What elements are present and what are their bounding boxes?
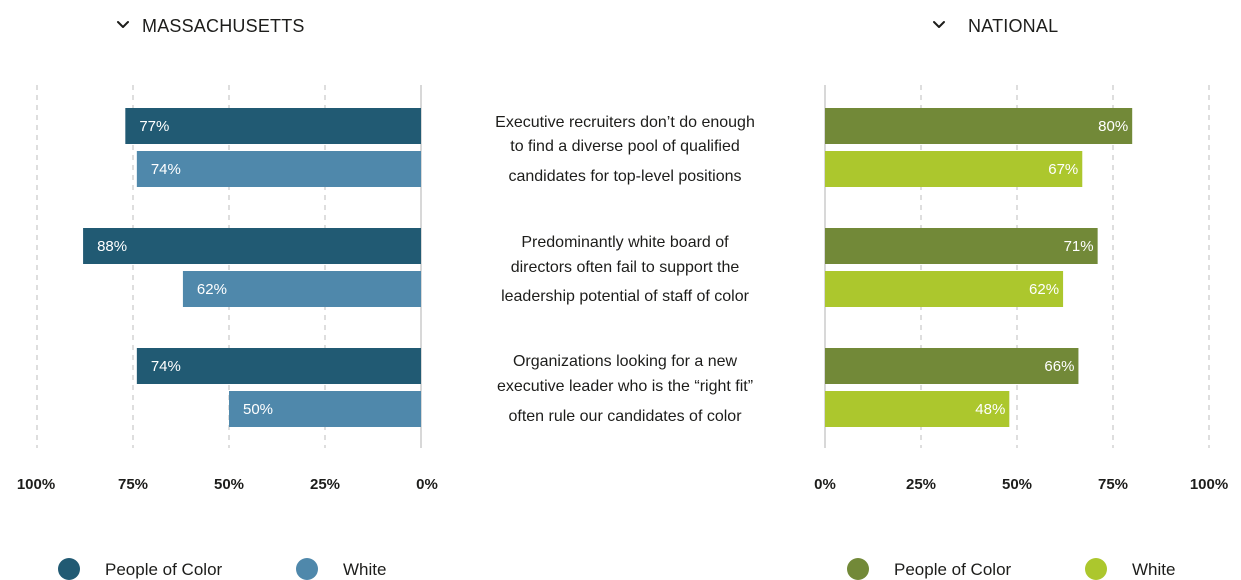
bars: 77% 88% 74% 74% 62% 50% 80% 71% 66% 67% 62% 48% (83, 108, 1133, 427)
national-legend-label: People of Color (894, 560, 1012, 579)
ma-bar-people-of-color (125, 108, 421, 144)
chevron-down-icon (933, 21, 945, 28)
category-label-line: Executive recruiters don’t do enough (495, 114, 755, 131)
ma-tick-label: 75% (118, 476, 148, 493)
ma-bar-white (182, 271, 421, 307)
national-bar-value-label: 80% (1098, 118, 1128, 135)
ma-bar-value-label: 74% (151, 161, 181, 178)
ma-legend-label: White (343, 560, 386, 579)
category-label-line: directors often fail to support the (511, 259, 740, 276)
ma-title: MASSACHUSETTS (142, 16, 305, 36)
ma-legend-label: People of Color (105, 560, 223, 579)
national-legend-swatch (1085, 558, 1107, 580)
national-legend-item: White (1085, 558, 1175, 580)
category-label: Executive recruiters don’t do enough to f… (495, 114, 755, 185)
ma-legend-item: White (296, 558, 386, 580)
category-label-line: candidates for top-level positions (508, 168, 741, 185)
national-bar-people-of-color (825, 108, 1133, 144)
ma-header[interactable]: MASSACHUSETTS (117, 16, 305, 36)
ma-tick-label: 50% (214, 476, 244, 493)
national-tick-label: 50% (1002, 476, 1032, 493)
gridlines (36, 85, 1210, 448)
national-legend-item: People of Color (847, 558, 1012, 580)
category-label-line: to find a diverse pool of qualified (510, 138, 739, 155)
national-title: NATIONAL (968, 16, 1058, 36)
ma-bar-people-of-color (136, 348, 421, 384)
national-bar-white (825, 271, 1064, 307)
ma-bar-value-label: 77% (139, 118, 169, 135)
ma-bar-value-label: 62% (197, 281, 227, 298)
national-header[interactable]: NATIONAL (933, 16, 1058, 36)
ma-bar-value-label: 74% (151, 358, 181, 375)
national-bar-value-label: 66% (1044, 358, 1074, 375)
ma-legend-item: People of Color (58, 558, 223, 580)
ma-tick-label: 25% (310, 476, 340, 493)
legends: People of Color White People of Color White (58, 558, 1175, 580)
category-label: Organizations looking for a new executive… (497, 353, 753, 425)
national-tick-label: 25% (906, 476, 936, 493)
national-bar-value-label: 62% (1029, 281, 1059, 298)
category-label: Predominantly white board of directors of… (501, 234, 750, 305)
national-bar-value-label: 48% (975, 401, 1005, 418)
ma-tick-label: 0% (416, 476, 438, 493)
category-label-line: executive leader who is the “right fit” (497, 378, 753, 395)
chevron-down-icon (117, 21, 129, 28)
category-label-line: Predominantly white board of (521, 234, 729, 251)
category-label-line: often rule our candidates of color (508, 408, 742, 425)
category-label-line: leadership potential of staff of color (501, 288, 750, 305)
ma-legend-swatch (58, 558, 80, 580)
national-bar-value-label: 67% (1048, 161, 1078, 178)
tick-labels: 100% 75% 50% 25% 0% 0% 25% 50% 75% 100% (17, 476, 1228, 493)
ma-bar-value-label: 50% (243, 401, 273, 418)
ma-tick-label: 100% (17, 476, 55, 493)
ma-bar-people-of-color (83, 228, 421, 264)
ma-legend-swatch (296, 558, 318, 580)
national-legend-label: White (1132, 560, 1175, 579)
ma-bar-white (136, 151, 421, 187)
national-bar-people-of-color (825, 228, 1098, 264)
ma-bar-white (229, 391, 421, 427)
national-bar-people-of-color (825, 348, 1079, 384)
category-label-line: Organizations looking for a new (513, 353, 738, 370)
national-bar-value-label: 71% (1064, 238, 1094, 255)
national-legend-swatch (847, 558, 869, 580)
national-bar-white (825, 151, 1083, 187)
national-bar-white (825, 391, 1010, 427)
category-labels: Executive recruiters don’t do enough to f… (495, 114, 755, 425)
national-tick-label: 0% (814, 476, 836, 493)
ma-bar-value-label: 88% (97, 238, 127, 255)
national-tick-label: 75% (1098, 476, 1128, 493)
national-tick-label: 100% (1190, 476, 1228, 493)
